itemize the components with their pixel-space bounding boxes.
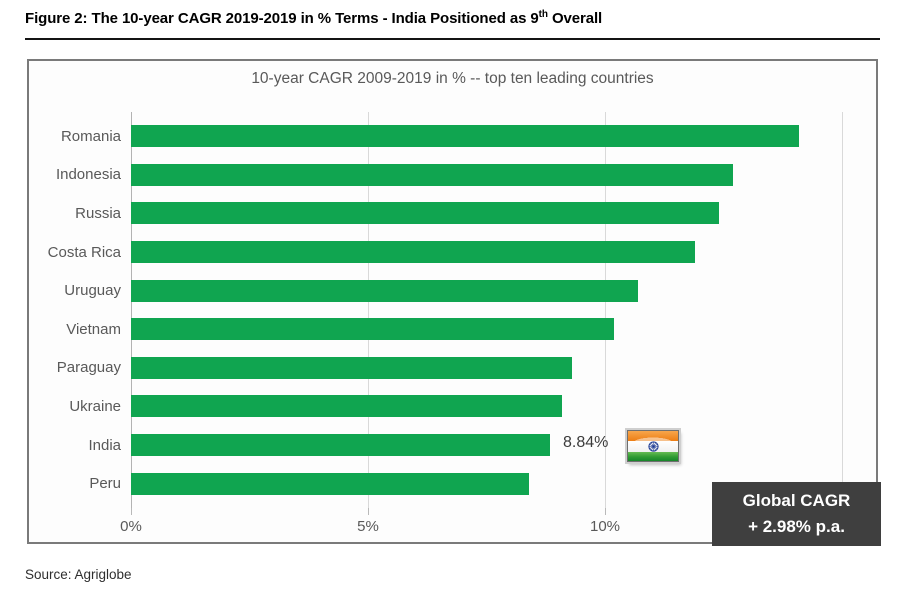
category-label-romania: Romania [60,127,121,145]
bar-row: Paraguay [34,349,842,388]
figure-title-superscript: th [538,9,548,20]
category-label-vietnam: Vietnam [66,320,121,338]
bar-row: Vietnam [34,310,842,349]
x-axis-labels: 0% 5% 10% [120,518,842,538]
category-label-india: India [88,436,121,454]
axis-tick [605,508,606,515]
bar-area [131,310,842,349]
bar-rows: Romania Indonesia Russia Costa Rica Uruguay V… [34,117,842,503]
bar-paraguay [131,356,572,379]
bar-uruguay [131,279,639,302]
bar-india [131,434,551,457]
category-label-ukraine: Ukraine [69,397,121,415]
bar-row: Romania [34,117,842,156]
category-label-costa-rica: Costa Rica [47,243,121,261]
source-note: Source: Agriglobe [25,567,132,582]
global-cagr-callout: Global CAGR + 2.98% p.a. [712,482,881,546]
bar-area [131,194,842,233]
gridline [368,112,369,508]
chart-title: 10-year CAGR 2009-2019 in % -- top ten l… [251,70,654,87]
x-tick-label: 5% [357,518,379,535]
bar-area [131,349,842,388]
figure-title-suffix: Overall [547,10,603,27]
figure-title-prefix: Figure 2: The 10-year CAGR 2019-2019 in … [25,10,539,27]
axis-tick [131,508,132,515]
x-tick-label: 10% [589,518,621,535]
flag-white-band [628,440,678,452]
flag-green-band [628,451,678,461]
bar-area [131,233,842,272]
bar-row: Uruguay [34,271,842,310]
bar-vietnam [131,318,615,341]
bar-area [131,387,842,426]
gridline [842,112,843,508]
bar-area [131,117,842,156]
bar-area [131,271,842,310]
flag-saffron-band [628,431,678,441]
axis-tick [368,508,369,515]
bar-area [131,426,842,465]
gridline [605,112,606,508]
bar-row: Costa Rica [34,233,842,272]
bar-russia [131,202,719,225]
bar-ukraine [131,395,563,418]
category-label-russia: Russia [75,204,121,222]
bar-area [131,464,842,503]
bar-romania [131,125,800,148]
india-flag-icon [625,428,681,464]
bar-peru [131,472,530,495]
category-label-paraguay: Paraguay [56,359,121,377]
callout-line2: + 2.98% p.a. [748,517,845,536]
bar-row: Indonesia [34,156,842,195]
category-label-peru: Peru [89,475,121,493]
callout-line1: Global CAGR [742,491,851,510]
india-value-label: 8.84% [563,434,609,451]
chart-frame: 10-year CAGR 2009-2019 in % -- top ten l… [27,59,881,546]
bar-row: Peru [34,464,842,503]
bar-row: Russia [34,194,842,233]
x-tick-label: 0% [120,518,142,535]
figure-title: Figure 2: The 10-year CAGR 2019-2019 in … [25,9,880,27]
bar-indonesia [131,163,733,186]
bar-row: India [34,426,842,465]
bar-row: Ukraine [34,387,842,426]
chakra-icon [647,440,659,452]
bar-costa-rica [131,241,696,264]
figure-header: Figure 2: The 10-year CAGR 2019-2019 in … [25,9,880,40]
category-label-indonesia: Indonesia [55,166,121,184]
plot-area [131,112,843,508]
y-axis-line [131,112,132,508]
category-label-uruguay: Uruguay [64,282,121,300]
bar-area [131,156,842,195]
